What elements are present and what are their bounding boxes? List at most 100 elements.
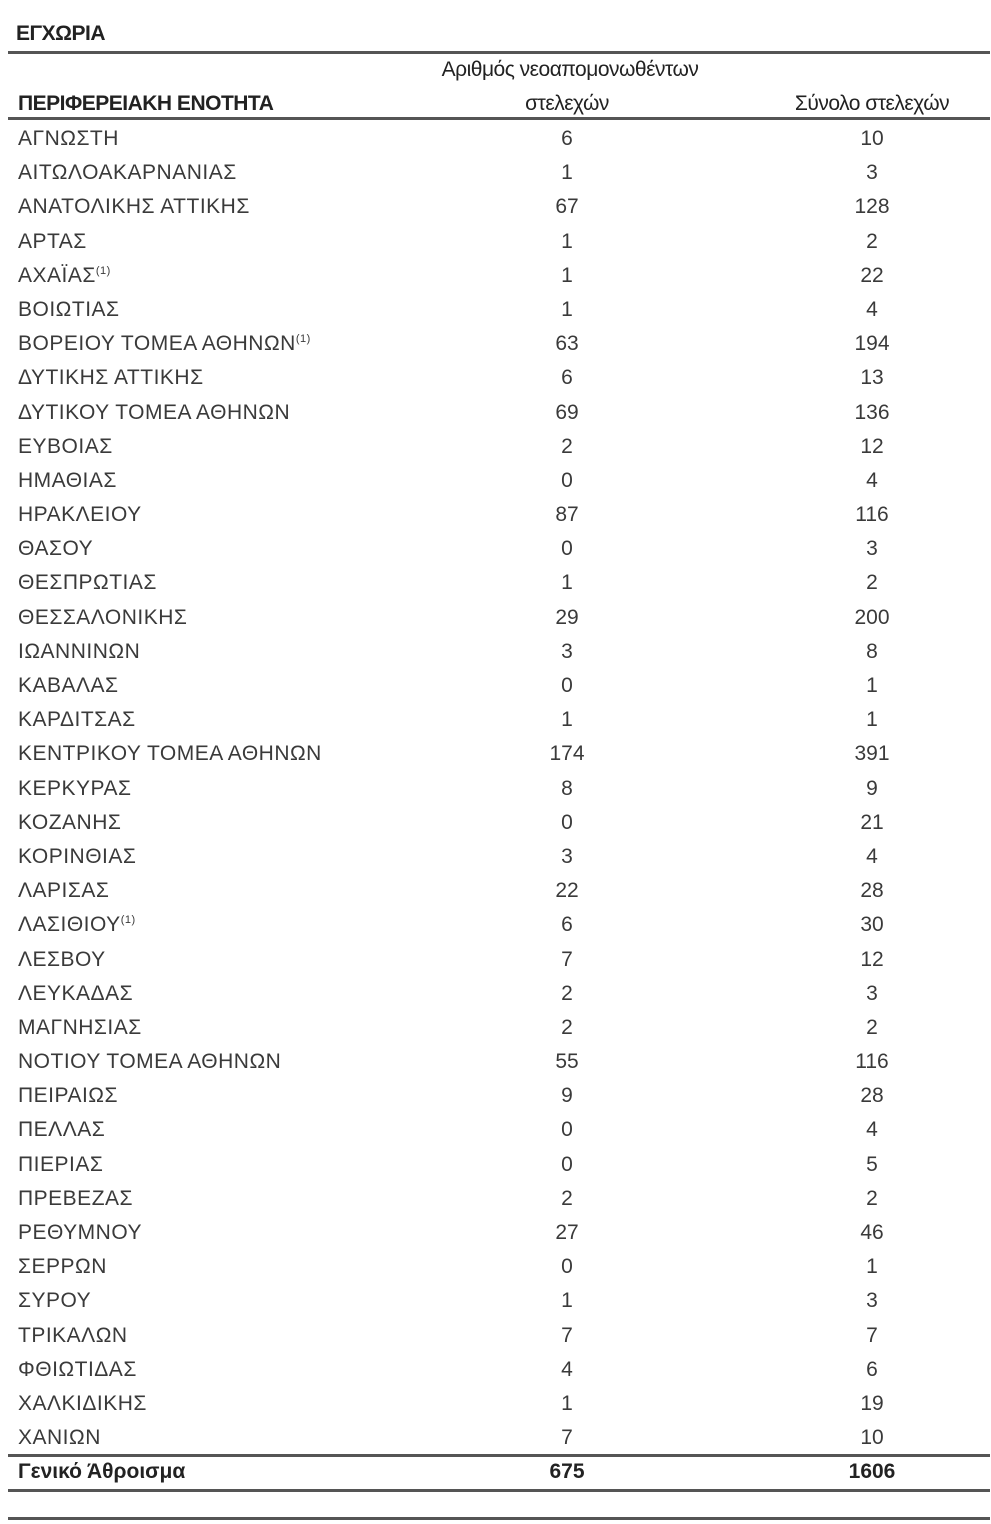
region-name: ΑΧΑΪΑΣ(1) <box>18 263 111 287</box>
table-row: ΜΑΓΝΗΣΙΑΣ 2 2 <box>0 1011 991 1045</box>
table-row: ΛΑΡΙΣΑΣ 22 28 <box>0 874 991 908</box>
isolated-count: 9 <box>561 1084 573 1108</box>
isolated-count: 6 <box>561 913 573 937</box>
table-row: ΡΕΘΥΜΝΟΥ 27 46 <box>0 1216 991 1250</box>
total-count: 3 <box>866 981 878 1005</box>
region-name: ΝΟΤΙΟΥ ΤΟΜΕΑ ΑΘΗΝΩΝ <box>18 1050 282 1074</box>
isolated-count: 7 <box>561 1323 573 1347</box>
divider <box>8 51 990 54</box>
total-count: 116 <box>855 503 889 527</box>
isolated-count: 67 <box>555 195 579 219</box>
grand-total-isolated: 675 <box>549 1460 585 1483</box>
isolated-count: 0 <box>561 468 573 492</box>
table-title: ΕΓΧΩΡΙΑ <box>16 22 105 45</box>
table-row: ΧΑΝΙΩΝ 7 10 <box>0 1421 991 1455</box>
header-region: ΠΕΡΙΦΕΡΕΙΑΚΗ ΕΝΟΤΗΤΑ <box>18 92 274 115</box>
isolated-count: 7 <box>561 1426 573 1450</box>
region-name: ΗΜΑΘΙΑΣ <box>18 468 117 492</box>
table-row: ΑΡΤΑΣ 1 2 <box>0 225 991 259</box>
total-count: 1 <box>866 708 878 732</box>
isolated-count: 0 <box>561 674 573 697</box>
isolated-count: 0 <box>561 537 573 561</box>
table-row: ΑΓΝΩΣΤΗ 6 10 <box>0 122 991 156</box>
table-row: ΦΘΙΩΤΙΔΑΣ 4 6 <box>0 1353 991 1387</box>
isolated-count: 3 <box>561 639 573 663</box>
total-count: 2 <box>866 229 878 253</box>
region-name: ΚΟΖΑΝΗΣ <box>18 810 122 834</box>
isolated-count: 55 <box>555 1050 579 1074</box>
total-count: 116 <box>855 1050 889 1074</box>
region-name: ΘΕΣΣΑΛΟΝΙΚΗΣ <box>18 605 188 629</box>
isolated-count: 1 <box>561 571 573 595</box>
region-name: ΚΕΝΤΡΙΚΟΥ ΤΟΜΕΑ ΑΘΗΝΩΝ <box>18 742 322 766</box>
region-name: ΠΕΙΡΑΙΩΣ <box>18 1084 118 1108</box>
table-row: ΒΟΡΕΙΟΥ ΤΟΜΕΑ ΑΘΗΝΩΝ(1) 63 194 <box>0 327 991 361</box>
table-row: ΣΕΡΡΩΝ 0 1 <box>0 1250 991 1284</box>
region-name: ΚΑΡΔΙΤΣΑΣ <box>18 708 136 732</box>
grand-total-total: 1606 <box>848 1460 896 1483</box>
isolated-count: 3 <box>561 844 573 868</box>
total-count: 1 <box>866 674 878 697</box>
total-count: 4 <box>866 1118 878 1142</box>
total-count: 12 <box>860 947 884 971</box>
region-name: ΒΟΡΕΙΟΥ ΤΟΜΕΑ ΑΘΗΝΩΝ(1) <box>18 332 311 356</box>
region-name: ΤΡΙΚΑΛΩΝ <box>18 1323 128 1347</box>
isolated-count: 1 <box>561 229 573 253</box>
region-name: ΛΑΣΙΘΙΟΥ(1) <box>18 913 136 937</box>
isolated-count: 0 <box>561 810 573 834</box>
table-row: ΔΥΤΙΚΗΣ ΑΤΤΙΚΗΣ 6 13 <box>0 361 991 395</box>
isolated-count: 1 <box>561 297 573 321</box>
region-name: ΕΥΒΟΙΑΣ <box>18 434 113 458</box>
total-count: 12 <box>860 434 884 458</box>
table-row: ΑΧΑΪΑΣ(1) 1 22 <box>0 259 991 293</box>
table-row: ΣΥΡΟΥ 1 3 <box>0 1284 991 1318</box>
region-name: ΚΑΒΑΛΑΣ <box>18 674 119 697</box>
region-name: ΑΙΤΩΛΟΑΚΑΡΝΑΝΙΑΣ <box>18 161 237 185</box>
table-row: ΛΕΥΚΑΔΑΣ 2 3 <box>0 977 991 1011</box>
total-count: 22 <box>860 263 884 287</box>
region-name: ΠΙΕΡΙΑΣ <box>18 1152 104 1176</box>
total-count: 2 <box>866 571 878 595</box>
region-name: ΡΕΘΥΜΝΟΥ <box>18 1221 143 1244</box>
table-row: ΧΑΛΚΙΔΙΚΗΣ 1 19 <box>0 1387 991 1421</box>
region-name: ΧΑΝΙΩΝ <box>18 1426 101 1450</box>
table-row: ΚΟΖΑΝΗΣ 0 21 <box>0 806 991 840</box>
total-count: 194 <box>854 332 890 356</box>
table-row: ΠΡΕΒΕΖΑΣ 2 2 <box>0 1182 991 1216</box>
region-name: ΛΑΡΙΣΑΣ <box>18 879 110 903</box>
isolated-count: 0 <box>561 1118 573 1142</box>
total-count: 4 <box>866 468 878 492</box>
region-name: ΘΕΣΠΡΩΤΙΑΣ <box>18 571 157 595</box>
table-row: ΗΜΑΘΙΑΣ 0 4 <box>0 464 991 498</box>
region-name: ΣΕΡΡΩΝ <box>18 1255 107 1279</box>
region-name: ΛΕΣΒΟΥ <box>18 947 106 971</box>
total-count: 19 <box>860 1391 884 1415</box>
total-count: 30 <box>860 913 884 937</box>
footnote-marker: (1) <box>120 914 136 927</box>
table-row: ΘΕΣΠΡΩΤΙΑΣ 1 2 <box>0 566 991 600</box>
table-row: ΚΑΡΔΙΤΣΑΣ 1 1 <box>0 703 991 737</box>
region-name: ΑΝΑΤΟΛΙΚΗΣ ΑΤΤΙΚΗΣ <box>18 195 250 219</box>
isolated-count: 1 <box>561 161 573 185</box>
region-name: ΧΑΛΚΙΔΙΚΗΣ <box>18 1391 147 1415</box>
isolated-count: 29 <box>555 605 579 629</box>
table-body: ΑΓΝΩΣΤΗ 6 10 ΑΙΤΩΛΟΑΚΑΡΝΑΝΙΑΣ 1 3 ΑΝΑΤΟΛΙΚΗΣ Α… <box>0 122 991 1455</box>
isolated-count: 6 <box>561 366 573 390</box>
region-name: ΦΘΙΩΤΙΔΑΣ <box>18 1357 137 1381</box>
isolated-count: 2 <box>561 981 573 1005</box>
table-row: ΕΥΒΟΙΑΣ 2 12 <box>0 430 991 464</box>
total-count: 8 <box>866 639 878 663</box>
isolated-count: 0 <box>561 1152 573 1176</box>
isolated-count: 1 <box>561 263 573 287</box>
isolated-count: 174 <box>549 742 585 766</box>
isolated-count: 1 <box>561 708 573 732</box>
total-count: 136 <box>854 400 890 424</box>
divider <box>8 1517 990 1520</box>
table-row: ΝΟΤΙΟΥ ΤΟΜΕΑ ΑΘΗΝΩΝ 55 116 <box>0 1045 991 1079</box>
isolated-count: 69 <box>555 400 579 424</box>
isolated-count: 0 <box>561 1255 573 1279</box>
total-count: 200 <box>854 605 890 629</box>
table-row: ΘΕΣΣΑΛΟΝΙΚΗΣ 29 200 <box>0 601 991 635</box>
isolated-count: 87 <box>555 503 579 527</box>
table-row: ΔΥΤΙΚΟΥ ΤΟΜΕΑ ΑΘΗΝΩΝ 69 136 <box>0 396 991 430</box>
